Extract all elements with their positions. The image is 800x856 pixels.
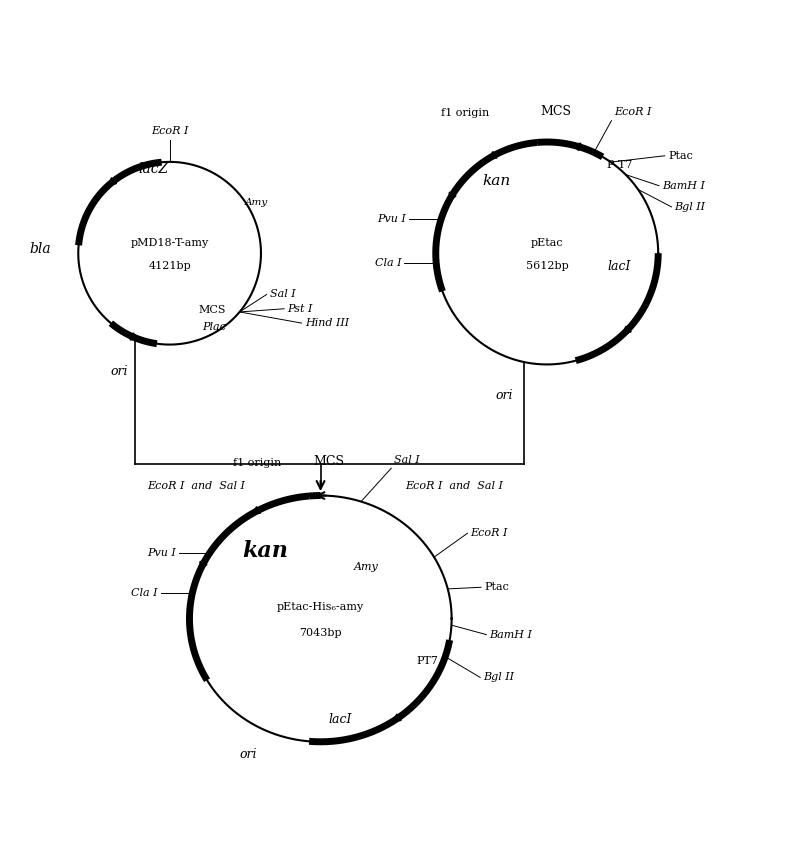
Text: Bgl II: Bgl II — [674, 202, 706, 212]
Text: Sal I: Sal I — [394, 455, 420, 465]
Text: lacI: lacI — [329, 713, 352, 726]
Text: bla: bla — [30, 241, 51, 256]
Text: Pvu I: Pvu I — [147, 549, 176, 558]
Text: Plac: Plac — [202, 322, 226, 332]
Text: 4121bp: 4121bp — [148, 260, 191, 270]
Text: P T7: P T7 — [607, 159, 633, 169]
Text: MCS: MCS — [313, 455, 344, 468]
Text: Cla I: Cla I — [131, 588, 158, 598]
Text: PT7: PT7 — [417, 656, 438, 666]
Text: Pst I: Pst I — [287, 304, 313, 314]
Text: EcoR I: EcoR I — [151, 126, 188, 135]
Text: Pvu I: Pvu I — [378, 214, 406, 224]
Text: MCS: MCS — [540, 104, 571, 117]
Text: pEtac-His₆-amy: pEtac-His₆-amy — [277, 602, 364, 612]
Text: f1 origin: f1 origin — [441, 108, 489, 117]
Text: BamH I: BamH I — [662, 181, 705, 191]
Text: lacI: lacI — [607, 260, 631, 273]
Text: f1 origin: f1 origin — [233, 459, 282, 468]
Text: ori: ori — [496, 389, 514, 402]
Text: EcoR I: EcoR I — [614, 108, 652, 117]
Text: 7043bp: 7043bp — [299, 628, 342, 638]
Text: Bgl II: Bgl II — [483, 672, 514, 682]
Text: kan: kan — [242, 540, 289, 562]
Text: lacZ: lacZ — [138, 162, 168, 176]
Text: ori: ori — [110, 365, 128, 377]
Text: MCS: MCS — [198, 306, 226, 315]
Text: Hind III: Hind III — [305, 318, 349, 328]
Text: BamH I: BamH I — [490, 630, 533, 639]
Text: Sal I: Sal I — [270, 289, 295, 300]
Text: pMD18-T-amy: pMD18-T-amy — [130, 238, 209, 248]
Text: EcoR I  and  Sal I: EcoR I and Sal I — [405, 481, 503, 491]
Text: kan: kan — [482, 174, 511, 188]
Text: 5612bp: 5612bp — [526, 260, 568, 270]
Text: Cla I: Cla I — [374, 258, 402, 268]
Text: ori: ori — [240, 748, 258, 761]
Text: pEtac: pEtac — [530, 238, 563, 248]
Text: Amy: Amy — [245, 199, 268, 207]
Text: Amy: Amy — [354, 562, 379, 572]
Text: Ptac: Ptac — [484, 582, 509, 592]
Text: EcoR I: EcoR I — [470, 528, 508, 538]
Text: EcoR I  and  Sal I: EcoR I and Sal I — [147, 481, 245, 491]
Text: Ptac: Ptac — [669, 151, 694, 161]
